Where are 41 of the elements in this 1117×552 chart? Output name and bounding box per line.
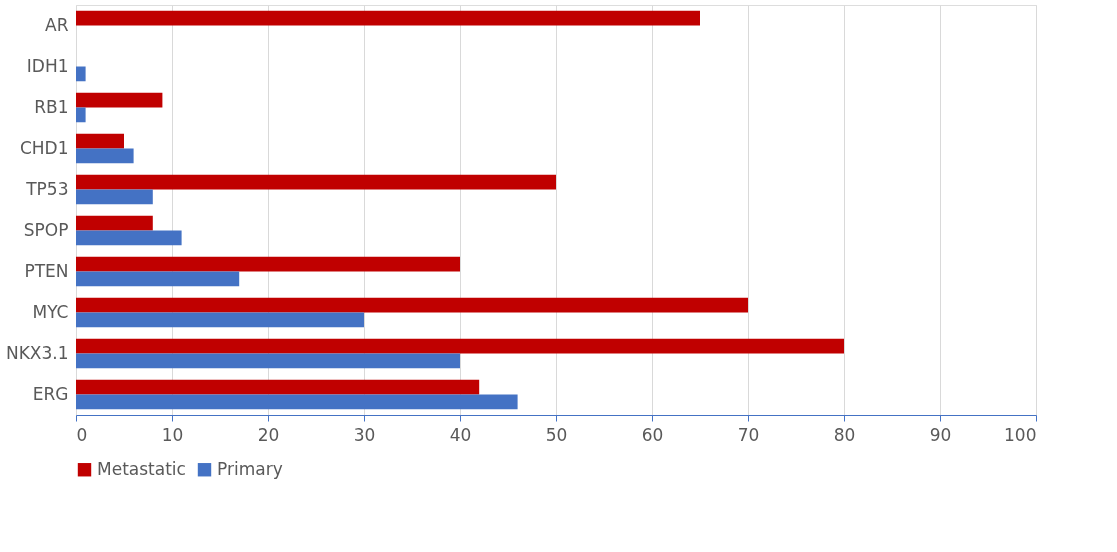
bar	[76, 297, 748, 313]
y-tick-label: MYC	[32, 301, 69, 322]
bar	[76, 107, 86, 123]
y-tick-label: ERG	[32, 383, 69, 404]
x-tick-label: 100	[1004, 424, 1037, 445]
x-tick-label: 30	[353, 424, 376, 445]
bar	[76, 256, 460, 272]
x-tick-label: 80	[833, 424, 856, 445]
x-tick-label: 70	[737, 424, 760, 445]
y-tick-label: PTEN	[24, 260, 69, 281]
bar	[76, 174, 556, 190]
bar	[76, 379, 480, 395]
x-tick-label: 40	[449, 424, 472, 445]
bar	[76, 92, 163, 108]
bar	[76, 10, 700, 26]
bar	[76, 148, 134, 164]
x-tick-label: 60	[641, 424, 664, 445]
y-tick-label: TP53	[25, 178, 69, 199]
bar	[76, 215, 153, 231]
bar	[76, 133, 124, 149]
legend-label: Metastatic	[97, 458, 186, 479]
x-tick-label: 20	[257, 424, 280, 445]
y-tick-label: RB1	[34, 96, 69, 117]
y-tick-label: NKX3.1	[5, 342, 69, 363]
bar	[76, 189, 153, 205]
bar	[76, 394, 518, 410]
x-tick-label: 90	[929, 424, 952, 445]
x-tick-label: 50	[545, 424, 568, 445]
legend-label: Primary	[217, 458, 283, 479]
x-tick-label: 10	[161, 424, 184, 445]
x-tick-label: 0	[76, 424, 88, 445]
bar	[76, 271, 240, 287]
bar	[76, 312, 364, 328]
bar	[76, 230, 182, 246]
bar	[76, 353, 460, 369]
y-tick-label: SPOP	[23, 219, 69, 240]
y-tick-label: IDH1	[26, 55, 69, 76]
y-tick-label: CHD1	[19, 137, 69, 158]
bar	[76, 66, 86, 82]
y-tick-label: AR	[45, 14, 69, 35]
bar	[76, 338, 844, 354]
